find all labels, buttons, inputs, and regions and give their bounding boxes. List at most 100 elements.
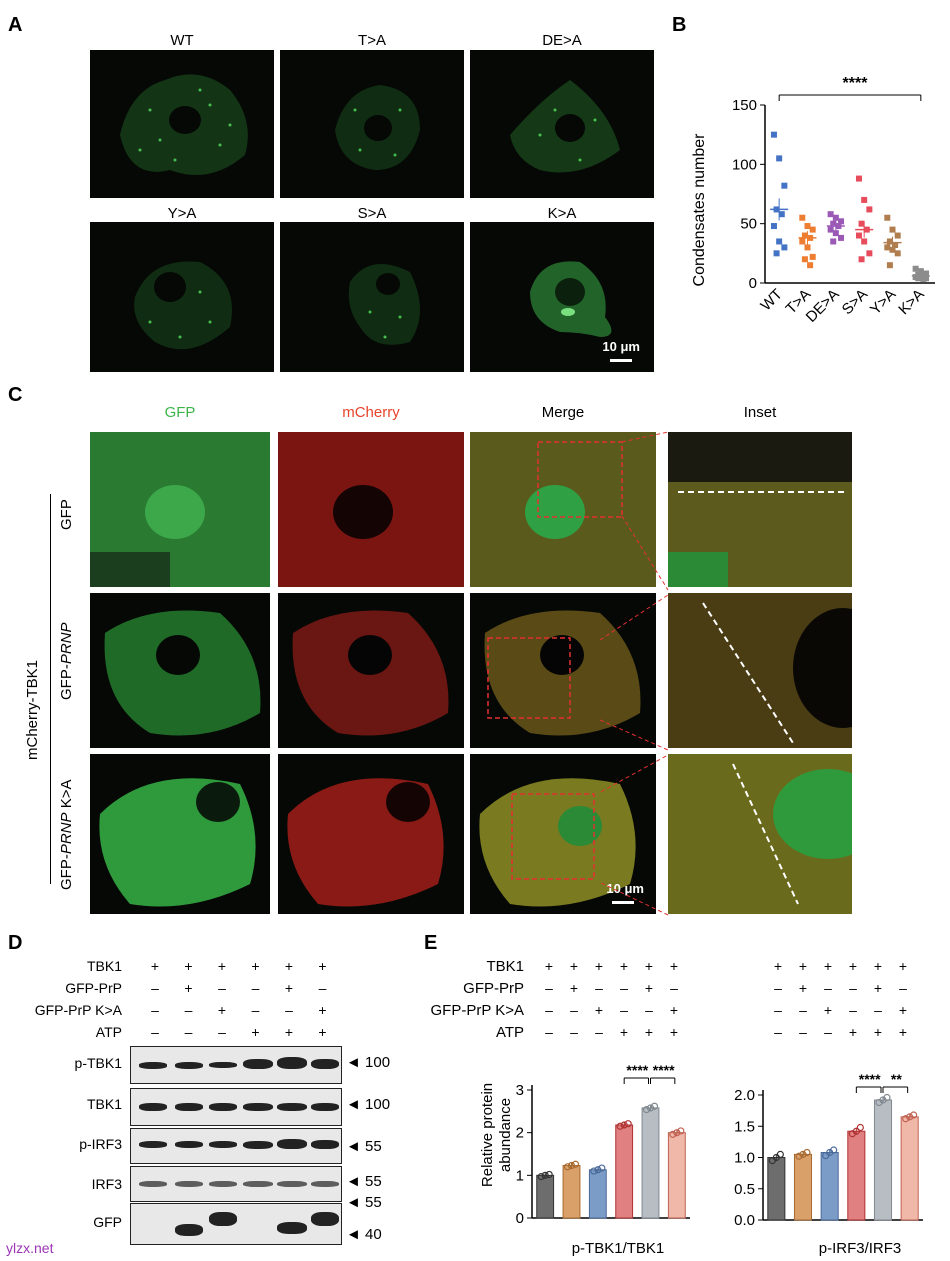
e1-plot-ytick-label-2: 2: [516, 1125, 524, 1142]
micrograph-de-a: [470, 50, 654, 198]
e2-plot-ytick-label-2.0: 2.0: [734, 1087, 755, 1104]
e1-plot-pt-3-0: [616, 1122, 624, 1130]
e1-plot-pt-1-2: [571, 1160, 580, 1168]
e2-cell-r3-c3: +: [848, 1024, 858, 1040]
e1-cell-r0-c2: +: [594, 958, 604, 974]
e2-plot-pt-1-0: [795, 1152, 803, 1160]
e2-cell-r0-c3: +: [848, 958, 858, 974]
xtick-label-b-4: Y>A: [867, 286, 899, 318]
e2-plot-bar-0: [767, 1157, 786, 1221]
e2-plot-bar-2: [820, 1152, 839, 1221]
xtick-label-b-2: DE>A: [803, 286, 843, 326]
e1-plot-pt-3-1: [620, 1121, 628, 1129]
e2-cell-r1-c3: –: [849, 980, 857, 996]
point-b-2-2: [838, 218, 845, 225]
d-cell-r1-c4: +: [284, 980, 294, 996]
marker-4: ◄ 55: [346, 1194, 382, 1211]
e2-plot-pt-5-0: [902, 1115, 910, 1123]
blot-gfp: [130, 1203, 342, 1245]
e1-plot-pt-1-1: [567, 1161, 576, 1170]
d-cell-r3-c0: –: [151, 1024, 159, 1040]
e2-plot-pt-0-2: [776, 1150, 784, 1158]
e1-plot-bar-5: [667, 1132, 686, 1219]
e1-cell-r0-c1: +: [569, 958, 579, 974]
e2-cell-r1-c0: –: [774, 980, 782, 996]
point-b-0-6: [776, 238, 783, 245]
label-y-a: Y>A: [167, 205, 197, 222]
point-b-4-5: [884, 244, 891, 251]
e2-plot-pt-5-2: [910, 1111, 918, 1119]
inset-connectors: [600, 431, 669, 916]
e1-cell-r0-c3: +: [619, 958, 629, 974]
point-b-4-7: [894, 250, 901, 257]
e1-plot-pt-0-2: [545, 1170, 553, 1179]
e1-plot-ytick-label-0: 0: [516, 1210, 524, 1227]
micrograph-t-a: [280, 50, 464, 198]
point-b-0-4: [778, 211, 785, 218]
point-b-0-0: [770, 131, 777, 138]
image-mcherry-row3: [278, 754, 464, 914]
e1-cell-r3-c5: +: [669, 1024, 679, 1040]
d-cell-r1-c2: –: [218, 980, 226, 996]
micrograph-s-a: [280, 222, 464, 372]
d-cell-r2-c1: –: [184, 1002, 193, 1018]
ytick-label-b-150: 150: [732, 97, 757, 114]
e1-cell-r3-c1: –: [570, 1024, 578, 1040]
marker-2: ◄ 55: [346, 1138, 382, 1155]
point-b-1-2: [809, 226, 816, 233]
d-cell-r3-c1: –: [184, 1024, 193, 1040]
blot-label-gfp: GFP: [93, 1214, 122, 1230]
e2-cell-r2-c2: +: [823, 1002, 833, 1018]
significance-b: ****: [843, 75, 869, 92]
image-inset-row3: [668, 754, 852, 914]
cond-d-1: GFP-PrP: [65, 980, 122, 996]
micrograph-wt: [90, 50, 274, 198]
cond-e-3: ATP: [495, 1024, 524, 1041]
e2-cell-r0-c2: +: [823, 958, 833, 974]
panel-label-d: D: [8, 932, 23, 954]
e2-cell-r2-c4: –: [874, 1002, 882, 1018]
point-b-0-5: [770, 223, 777, 230]
point-b-3-5: [855, 232, 862, 239]
d-cell-r3-c2: –: [218, 1024, 226, 1040]
y-axis-label-e: Relative proteinabundance: [479, 1083, 514, 1187]
e1-plot-sig-text-0: ****: [626, 1062, 648, 1078]
xtick-label-b-5: K>A: [895, 286, 927, 318]
e1-plot-bar-1: [562, 1165, 581, 1219]
e2-cell-r0-c4: +: [873, 958, 883, 974]
e2-cell-r3-c1: –: [799, 1024, 807, 1040]
row-label-gfp: GFP: [58, 499, 75, 530]
image-mcherry-row2: [278, 593, 464, 748]
e2-plot-bar-5: [900, 1116, 919, 1221]
blot-irf3: [130, 1166, 342, 1202]
e2-plot-ytick-label-1.0: 1.0: [734, 1150, 755, 1167]
label-t-a: T>A: [358, 32, 386, 49]
e2-cell-r2-c5: +: [898, 1002, 908, 1018]
col-gfp: GFP: [164, 404, 196, 421]
e2-plot-ytick-label-0.5: 0.5: [734, 1181, 755, 1198]
e1-plot-pt-2-0: [590, 1167, 598, 1175]
e1-cell-r3-c0: –: [545, 1024, 553, 1040]
e2-cell-r1-c1: +: [798, 980, 808, 996]
e2-plot-ytick-label-0.0: 0.0: [734, 1212, 755, 1229]
e2-plot-sig-text-1: **: [891, 1071, 902, 1087]
cond-d-2: GFP-PrP K>A: [34, 1002, 122, 1018]
e1-cell-r1-c1: +: [569, 980, 579, 996]
point-b-5-9: [920, 276, 927, 283]
e1-plot-pt-0-0: [537, 1173, 545, 1181]
e2-cell-r3-c2: –: [824, 1024, 832, 1040]
e1-cell-r1-c0: –: [545, 980, 553, 996]
micrograph-y-a: [90, 222, 274, 372]
chart-ptbk1: 0 1 2 3 **** **** Relative proteinabundance p…: [479, 1062, 690, 1257]
e1-cell-r2-c1: –: [570, 1002, 578, 1018]
blot-label-pirf3: p-IRF3: [79, 1136, 122, 1152]
marker-3: ◄ 55: [346, 1173, 382, 1190]
point-b-4-1: [889, 226, 896, 233]
image-inset-row2: [668, 593, 852, 748]
ytick-label-b-50: 50: [740, 216, 757, 233]
d-cell-r0-c4: +: [284, 958, 294, 974]
d-cell-r0-c3: +: [251, 958, 260, 974]
d-cell-r2-c4: –: [285, 1002, 293, 1018]
row-label-gfp-prnp: GFP-PRNP: [58, 622, 75, 700]
point-b-1-5: [799, 238, 806, 245]
